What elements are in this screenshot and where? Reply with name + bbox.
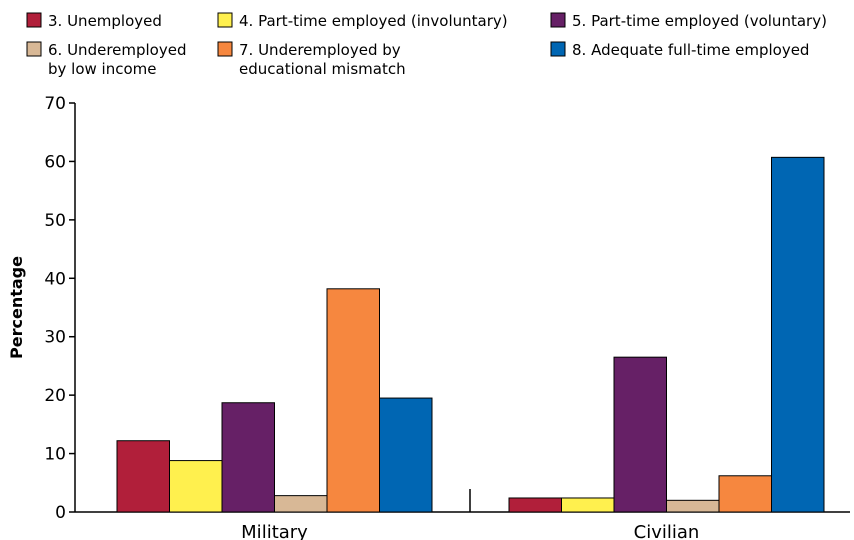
bar bbox=[508, 497, 562, 513]
legend-label: 8. Adequate full-time employed bbox=[572, 41, 809, 59]
legend-swatch bbox=[550, 12, 566, 28]
y-tick-label: 60 bbox=[44, 152, 66, 172]
legend-label: 6. Underemployed bbox=[48, 41, 187, 59]
bar bbox=[169, 460, 223, 513]
legend-label: 5. Part-time employed (voluntary) bbox=[572, 12, 827, 30]
legend-swatch bbox=[550, 41, 566, 57]
y-axis-title: Percentage bbox=[7, 256, 26, 359]
bar bbox=[379, 397, 433, 513]
legend-swatch bbox=[26, 41, 42, 57]
legend-swatch bbox=[217, 41, 233, 57]
y-tick-label: 70 bbox=[44, 94, 66, 114]
legend-label: 7. Underemployed by bbox=[239, 41, 401, 59]
y-tick-label: 50 bbox=[44, 211, 66, 231]
bar bbox=[221, 402, 275, 513]
y-tick-label: 30 bbox=[44, 328, 66, 348]
legend-label: educational mismatch bbox=[239, 60, 406, 78]
y-tick-label: 20 bbox=[44, 386, 66, 406]
legend-swatch bbox=[26, 12, 42, 28]
bar bbox=[771, 156, 825, 513]
bar bbox=[116, 440, 170, 513]
legend-label: by low income bbox=[48, 60, 157, 78]
bar bbox=[326, 288, 380, 513]
y-tick-label: 0 bbox=[55, 503, 66, 523]
legend-swatch bbox=[217, 12, 233, 28]
bar bbox=[666, 499, 720, 513]
bar bbox=[613, 356, 667, 513]
bar bbox=[561, 497, 615, 513]
legend-label: 3. Unemployed bbox=[48, 12, 162, 30]
bar bbox=[718, 475, 772, 513]
y-tick-label: 40 bbox=[44, 269, 66, 289]
x-tick-label: Civilian bbox=[634, 522, 700, 540]
x-tick-label: Military bbox=[241, 522, 308, 540]
legend-label: 4. Part-time employed (involuntary) bbox=[239, 12, 508, 30]
y-tick-label: 10 bbox=[44, 445, 66, 465]
bar bbox=[274, 495, 328, 513]
